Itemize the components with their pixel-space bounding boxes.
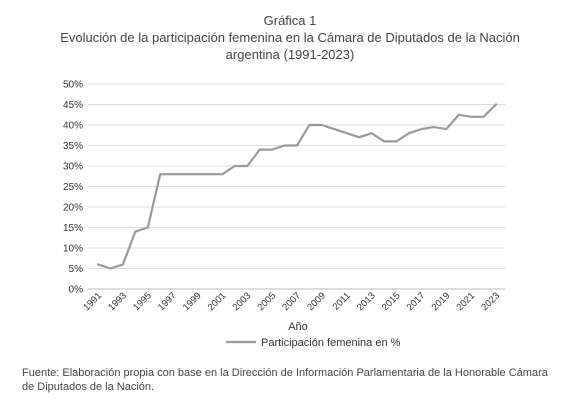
y-tick-label: 45% xyxy=(63,100,83,111)
y-axis-tick-labels: 0% 5% 10% 15% 20% 25% 30% 35% 40% 45% 50% xyxy=(63,80,83,296)
chart-title-line-2: argentina (1991-2023) xyxy=(225,47,355,62)
chart-heading: Gráfica 1 Evolución de la participación … xyxy=(0,12,580,63)
source-note: Fuente: Elaboración propia con base en l… xyxy=(22,367,548,393)
y-tick-label: 15% xyxy=(63,223,83,234)
y-tick-label: 25% xyxy=(63,182,83,193)
chart-legend: Participación femenina en % xyxy=(226,337,401,349)
x-tick-label: 2007 xyxy=(280,290,303,313)
y-tick-label: 20% xyxy=(63,203,83,214)
y-tick-label: 30% xyxy=(63,162,83,173)
x-axis-title: Año xyxy=(288,321,308,333)
x-axis-tick-labels: 1991 1993 1995 1997 1999 2001 2003 2005 2007 2009… xyxy=(81,290,502,313)
series-layer xyxy=(96,103,498,270)
chart-kicker: Gráfica 1 xyxy=(263,13,317,28)
x-tick-label: 2019 xyxy=(430,290,453,313)
x-tick-label: 1993 xyxy=(106,290,129,313)
x-tick-label: 2021 xyxy=(455,290,478,313)
line-chart: 0% 5% 10% 15% 20% 25% 30% 35% 40% 45% 50% 1991 1993… xyxy=(63,80,505,349)
x-tick-label: 2011 xyxy=(331,290,353,312)
y-tick-label: 40% xyxy=(63,121,83,132)
chart-gridlines xyxy=(88,83,505,290)
chart-title-line-1: Evolución de la participación femenina e… xyxy=(60,30,520,45)
y-tick-label: 50% xyxy=(63,80,83,91)
x-tick-label: 2017 xyxy=(405,290,428,313)
x-tick-label: 2015 xyxy=(380,290,403,313)
y-tick-label: 5% xyxy=(69,264,84,275)
x-tick-label: 2013 xyxy=(355,290,378,313)
x-tick-label: 2023 xyxy=(479,290,502,313)
x-tick-label: 1995 xyxy=(131,290,154,313)
legend-label: Participación femenina en % xyxy=(261,337,401,349)
x-tick-label: 2009 xyxy=(305,290,328,313)
x-tick-label: 1997 xyxy=(156,290,179,313)
y-tick-label: 35% xyxy=(63,141,83,152)
x-tick-label: 1999 xyxy=(181,290,204,313)
x-tick-label: 1991 xyxy=(81,290,104,313)
x-tick-label: 2005 xyxy=(256,290,279,313)
x-tick-label: 2003 xyxy=(231,290,254,313)
x-tick-label: 2001 xyxy=(206,290,229,313)
y-tick-label: 10% xyxy=(63,244,83,255)
y-tick-label: 0% xyxy=(69,285,84,296)
